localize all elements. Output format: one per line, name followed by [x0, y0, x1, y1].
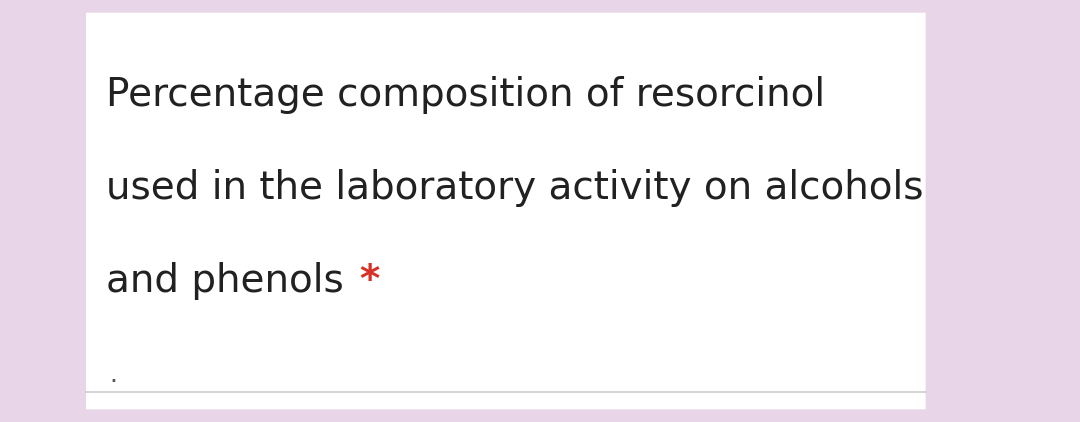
FancyBboxPatch shape	[86, 13, 926, 409]
Text: *: *	[360, 262, 379, 300]
Text: .: .	[109, 363, 118, 387]
Text: and phenols: and phenols	[106, 262, 356, 300]
Text: used in the laboratory activity on alcohols: used in the laboratory activity on alcoh…	[106, 169, 923, 207]
Text: Percentage composition of resorcinol: Percentage composition of resorcinol	[106, 76, 825, 114]
